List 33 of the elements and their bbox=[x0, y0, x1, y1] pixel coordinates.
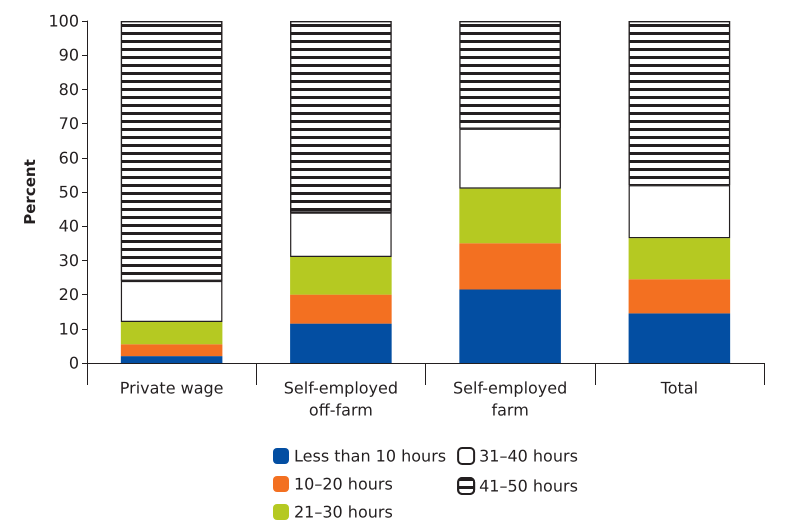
x-tick-label: Self-employed farm bbox=[452, 378, 568, 420]
x-tick-label: Self-employed off-farm bbox=[284, 378, 398, 420]
legend-label: 41–50 hours bbox=[479, 476, 578, 496]
bar bbox=[459, 289, 561, 363]
legend-label: 31–40 hours bbox=[479, 446, 578, 466]
y-tick-label: 50 bbox=[58, 182, 79, 202]
y-tick-label: 10 bbox=[58, 319, 79, 338]
y-tick-label: 30 bbox=[58, 250, 79, 270]
bar bbox=[290, 324, 392, 363]
y-tick-label: 40 bbox=[58, 216, 79, 236]
y-axis-title: Percent bbox=[21, 159, 40, 225]
y-tick-label: 0 bbox=[68, 354, 79, 372]
bar bbox=[120, 322, 222, 344]
bar bbox=[628, 279, 730, 314]
bar bbox=[120, 356, 222, 363]
bar bbox=[290, 256, 392, 295]
bar bbox=[628, 238, 730, 280]
legend-label: Less than 10 hours bbox=[294, 446, 446, 466]
y-tick-label: 100 bbox=[48, 12, 79, 30]
y-tick-label: 90 bbox=[58, 46, 79, 65]
bar bbox=[459, 188, 561, 244]
bar bbox=[628, 313, 730, 363]
y-tick-label: 80 bbox=[58, 80, 79, 99]
legend-label: 10–20 hours bbox=[294, 474, 393, 494]
bar bbox=[459, 243, 561, 290]
bar bbox=[290, 294, 392, 324]
y-tick-label: 60 bbox=[58, 148, 79, 168]
x-tick-label: Private wage bbox=[120, 378, 224, 398]
y-tick-label: 70 bbox=[58, 114, 79, 134]
legend-label: 21–30 hours bbox=[294, 502, 393, 522]
x-tick-label: Total bbox=[660, 378, 698, 398]
y-tick-label: 20 bbox=[58, 285, 79, 304]
bar bbox=[120, 344, 222, 356]
